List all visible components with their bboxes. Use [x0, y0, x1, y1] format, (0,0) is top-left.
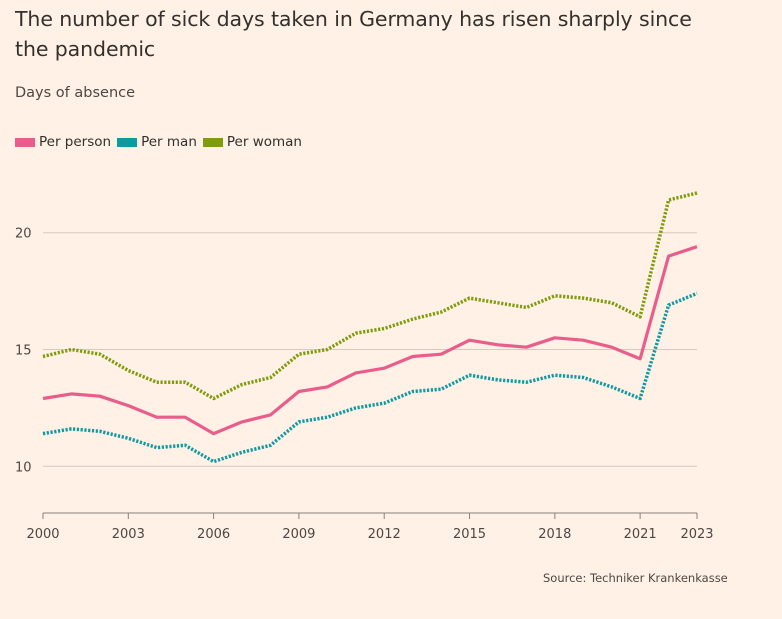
series-line-per-woman: [42, 191, 698, 401]
chart-title: The number of sick days taken in Germany…: [15, 7, 692, 61]
x-tick-label-2009: 2009: [282, 527, 315, 542]
y-axis-labels: 10 15 20: [15, 227, 32, 476]
y-tick-label-10: 10: [15, 460, 32, 475]
legend-label-per-woman: Per woman: [226, 134, 302, 150]
x-tick-label-2021: 2021: [624, 527, 657, 542]
x-tick-label-2023: 2023: [680, 527, 713, 542]
y-tick-label-20: 20: [15, 227, 32, 242]
x-tick-label-2015: 2015: [453, 527, 486, 542]
gridlines: [43, 232, 697, 467]
x-axis: 2000 2003 2006 2009 2012 2015 2018 2021 2023: [26, 512, 714, 542]
chart-subtitle: Days of absence: [15, 85, 136, 101]
x-tick-label-2018: 2018: [538, 527, 571, 542]
x-tick-label-2006: 2006: [197, 527, 230, 542]
source-note: Source: Techniker Krankenkasse: [543, 571, 728, 585]
x-tick-label-2000: 2000: [26, 527, 59, 542]
series-line-per-man: [42, 291, 698, 464]
legend-item-per-man: Per man: [117, 134, 197, 150]
x-tick-label-2003: 2003: [112, 527, 145, 542]
legend-swatch-per-person: [15, 137, 35, 147]
series-lines: [42, 191, 698, 464]
y-tick-label-15: 15: [15, 344, 32, 359]
legend-item-per-person: Per person: [15, 134, 111, 150]
legend-swatch-per-man: [117, 137, 138, 147]
legend-item-per-woman: Per woman: [202, 134, 302, 150]
legend: Per person Per man Per woman: [15, 134, 308, 150]
series-line-per-person: [42, 245, 698, 436]
legend-label-per-man: Per man: [141, 134, 197, 150]
legend-swatch-per-woman: [202, 137, 223, 147]
x-tick-label-2012: 2012: [368, 527, 401, 542]
legend-label-per-person: Per person: [39, 134, 112, 150]
